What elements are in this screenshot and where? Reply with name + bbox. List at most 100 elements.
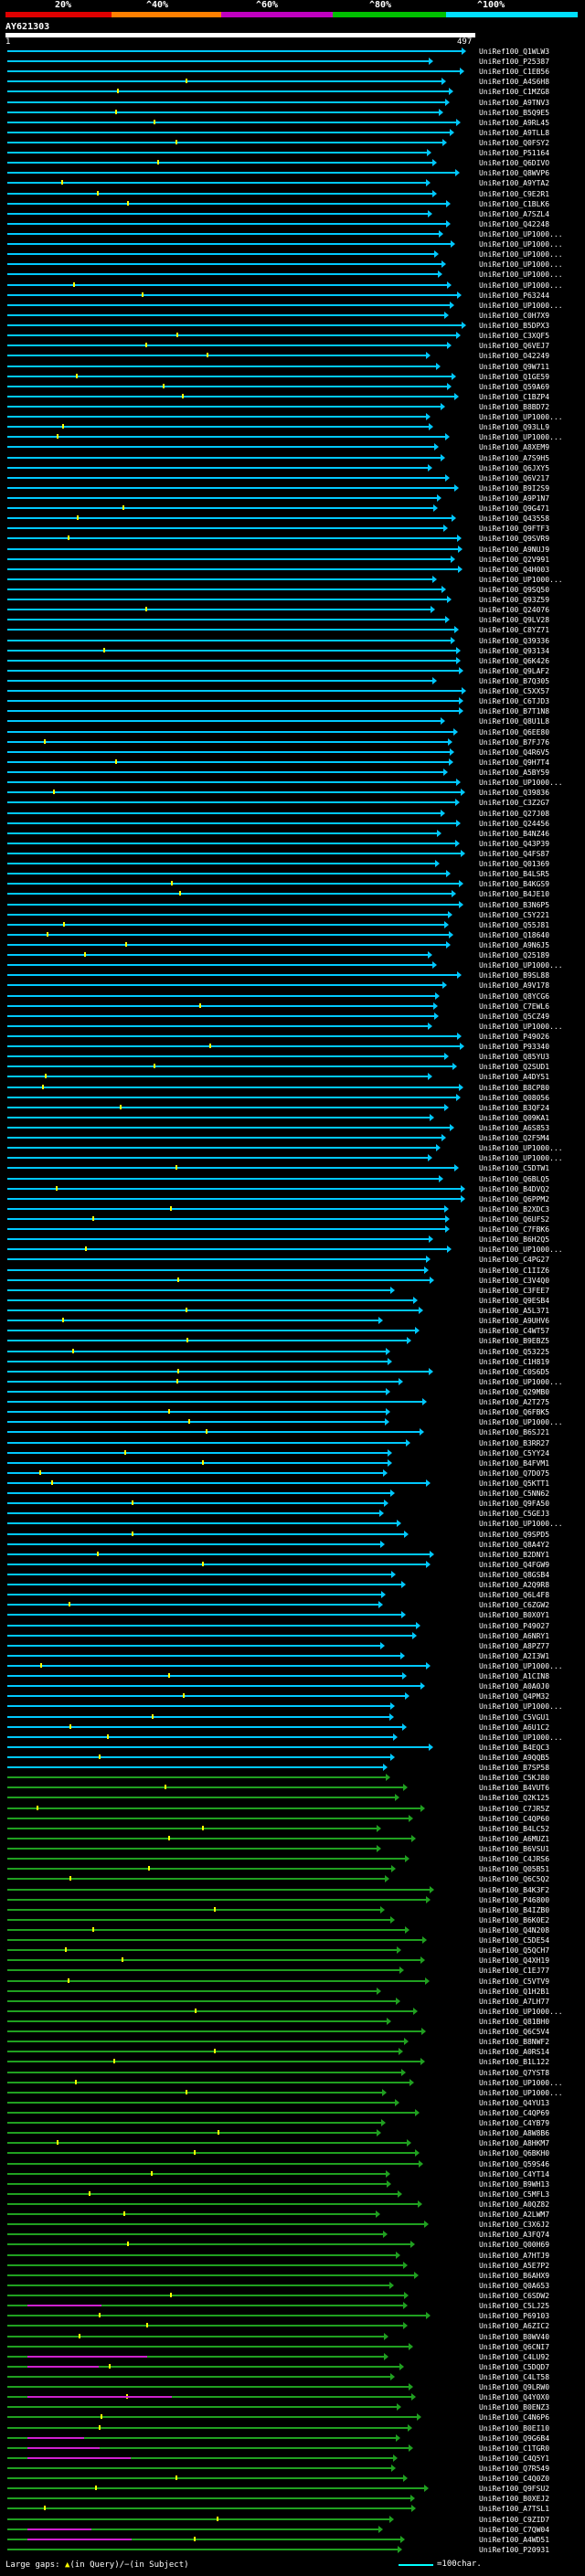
hit-accession[interactable]: UniRef100_C4PG27: [479, 1256, 550, 1265]
hit-accession[interactable]: UniRef100_Q5KTT1: [479, 1479, 550, 1488]
hit-accession[interactable]: UniRef100_P69103: [479, 2312, 550, 2321]
hit-accession[interactable]: UniRef100_Q8WVP6: [479, 169, 550, 178]
hit-accession[interactable]: UniRef100_B4K3F2: [479, 1885, 550, 1894]
hit-accession[interactable]: UniRef100_B4EQC3: [479, 1743, 550, 1752]
hit-accession[interactable]: UniRef100_Q4FGW9: [479, 1560, 550, 1569]
hit-accession[interactable]: UniRef100_Q1WLW3: [479, 48, 550, 56]
hit-accession[interactable]: UniRef100_A7S9H5: [479, 453, 550, 462]
hit-accession[interactable]: UniRef100_C5DE54: [479, 1936, 550, 1945]
hit-accession[interactable]: UniRef100_B9WH13: [479, 2179, 550, 2189]
hit-accession[interactable]: UniRef100_A0QZ82: [479, 2200, 550, 2210]
hit-accession[interactable]: UniRef100_Q43P39: [479, 839, 550, 848]
hit-accession[interactable]: UniRef100_B5Q9E5: [479, 108, 550, 117]
hit-accession[interactable]: UniRef100_Q09KA1: [479, 1113, 550, 1122]
hit-accession[interactable]: UniRef100_Q24456: [479, 819, 550, 828]
hit-accession[interactable]: UniRef100_C5YY24: [479, 1448, 550, 1458]
hit-accession[interactable]: UniRef100_B4VUT6: [479, 1784, 550, 1793]
hit-accession[interactable]: UniRef100_Q9LRW0: [479, 2383, 550, 2392]
hit-accession[interactable]: UniRef100_Q6DIVO: [479, 159, 550, 168]
hit-accession[interactable]: UniRef100_C5LJ25: [479, 2302, 550, 2311]
hit-accession[interactable]: UniRef100_B4JE10: [479, 890, 550, 899]
hit-accession[interactable]: UniRef100_A6U1C2: [479, 1723, 550, 1732]
hit-accession[interactable]: UniRef100_Q4N208: [479, 1925, 550, 1935]
hit-accession[interactable]: UniRef100_B3RR27: [479, 1438, 550, 1447]
hit-accession[interactable]: UniRef100_C5GEJ3: [479, 1510, 550, 1519]
hit-accession[interactable]: UniRef100_UP1000...: [479, 1377, 563, 1386]
hit-accession[interactable]: UniRef100_C1TGR0: [479, 2443, 550, 2453]
hit-accession[interactable]: UniRef100_A7TSL1: [479, 2505, 550, 2514]
hit-accession[interactable]: UniRef100_Q8U1L8: [479, 717, 550, 726]
hit-accession[interactable]: UniRef100_A6MUZ1: [479, 1834, 550, 1843]
hit-accession[interactable]: UniRef100_B8BD72: [479, 402, 550, 411]
hit-accession[interactable]: UniRef100_Q43558: [479, 514, 550, 524]
hit-accession[interactable]: UniRef100_A9UHV6: [479, 1317, 550, 1326]
hit-accession[interactable]: UniRef100_Q9FSU2: [479, 2485, 550, 2494]
hit-accession[interactable]: UniRef100_Q5QCH7: [479, 1946, 550, 1956]
hit-accession[interactable]: UniRef100_UP1000...: [479, 2007, 563, 2016]
hit-accession[interactable]: UniRef100_C0S6D5: [479, 1367, 550, 1376]
hit-accession[interactable]: UniRef100_A7HTJ9: [479, 2251, 550, 2260]
hit-accession[interactable]: UniRef100_A9YTA2: [479, 179, 550, 188]
hit-accession[interactable]: UniRef100_Q9ESB4: [479, 1296, 550, 1305]
hit-accession[interactable]: UniRef100_Q59S46: [479, 2159, 550, 2168]
hit-accession[interactable]: UniRef100_Q42248: [479, 219, 550, 228]
hit-accession[interactable]: UniRef100_A5BY59: [479, 769, 550, 778]
hit-accession[interactable]: UniRef100_C0H7X9: [479, 311, 550, 320]
hit-accession[interactable]: UniRef100_C1BLK6: [479, 199, 550, 208]
hit-accession[interactable]: UniRef100_P25387: [479, 58, 550, 67]
hit-accession[interactable]: UniRef100_UP1000...: [479, 250, 563, 260]
hit-accession[interactable]: UniRef100_C5DQD7: [479, 2362, 550, 2371]
hit-accession[interactable]: UniRef100_UP1000...: [479, 270, 563, 280]
hit-accession[interactable]: UniRef100_Q85YU3: [479, 1053, 550, 1062]
hit-accession[interactable]: UniRef100_B2XDC3: [479, 1204, 550, 1214]
hit-accession[interactable]: UniRef100_Q6C5V4: [479, 2028, 550, 2037]
hit-accession[interactable]: UniRef100_Q4PM32: [479, 1692, 550, 1701]
hit-accession[interactable]: UniRef100_Q55J81: [479, 920, 550, 929]
hit-accession[interactable]: UniRef100_B4LSR5: [479, 870, 550, 879]
hit-accession[interactable]: UniRef100_B6AHX9: [479, 2271, 550, 2280]
hit-accession[interactable]: UniRef100_A7SZL4: [479, 209, 550, 218]
hit-accession[interactable]: UniRef100_Q4XH19: [479, 1956, 550, 1966]
hit-accession[interactable]: UniRef100_P93340: [479, 1043, 550, 1052]
hit-accession[interactable]: UniRef100_Q9G6B4: [479, 2433, 550, 2443]
hit-accession[interactable]: UniRef100_UP1000...: [479, 779, 563, 788]
hit-accession[interactable]: UniRef100_B8NWF2: [479, 2038, 550, 2047]
hit-accession[interactable]: UniRef100_Q27J08: [479, 809, 550, 818]
hit-accession[interactable]: UniRef100_Q6FBK5: [479, 1408, 550, 1417]
hit-accession[interactable]: UniRef100_A4S6H8: [479, 78, 550, 87]
hit-accession[interactable]: UniRef100_Q08056: [479, 1093, 550, 1102]
hit-accession[interactable]: UniRef100_Q00H69: [479, 2241, 550, 2250]
hit-accession[interactable]: UniRef100_C5DTW1: [479, 1164, 550, 1173]
hit-accession[interactable]: UniRef100_B6VSU1: [479, 1845, 550, 1854]
hit-accession[interactable]: UniRef100_A2LWM7: [479, 2210, 550, 2220]
hit-accession[interactable]: UniRef100_B0XEJ2: [479, 2495, 550, 2504]
hit-accession[interactable]: UniRef100_UP1000...: [479, 1144, 563, 1153]
hit-accession[interactable]: UniRef100_A6NRY1: [479, 1631, 550, 1640]
hit-accession[interactable]: UniRef100_C1BZP4: [479, 392, 550, 401]
hit-accession[interactable]: UniRef100_B3QF24: [479, 1103, 550, 1112]
hit-accession[interactable]: UniRef100_P20931: [479, 2545, 550, 2554]
hit-accession[interactable]: UniRef100_B8CP80: [479, 1083, 550, 1092]
hit-accession[interactable]: UniRef100_C3V4Q0: [479, 1276, 550, 1285]
hit-accession[interactable]: UniRef100_B2DNY1: [479, 1550, 550, 1559]
hit-accession[interactable]: UniRef100_Q5CZ49: [479, 1012, 550, 1021]
hit-accession[interactable]: UniRef100_C4Q5Y1: [479, 2454, 550, 2463]
hit-accession[interactable]: UniRef100_C3FEE7: [479, 1286, 550, 1295]
hit-accession[interactable]: UniRef100_Q4H003: [479, 565, 550, 574]
hit-accession[interactable]: UniRef100_Q4R6V5: [479, 747, 550, 757]
hit-accession[interactable]: UniRef100_Q2V991: [479, 555, 550, 564]
hit-accession[interactable]: UniRef100_A6S853: [479, 1124, 550, 1133]
hit-accession[interactable]: UniRef100_B6H2Q5: [479, 1235, 550, 1245]
hit-accession[interactable]: UniRef100_C3X6J2: [479, 2221, 550, 2230]
hit-accession[interactable]: UniRef100_Q6V217: [479, 473, 550, 482]
hit-accession[interactable]: UniRef100_C4YT14: [479, 2169, 550, 2178]
hit-accession[interactable]: UniRef100_UP1000...: [479, 2078, 563, 2087]
hit-accession[interactable]: UniRef100_C5MFL3: [479, 2189, 550, 2199]
hit-accession[interactable]: UniRef100_C9ZID7: [479, 2515, 550, 2524]
hit-accession[interactable]: UniRef100_A9QQB5: [479, 1754, 550, 1763]
hit-accession[interactable]: UniRef100_Q2F5M4: [479, 1134, 550, 1143]
hit-accession[interactable]: UniRef100_Q7R549: [479, 2464, 550, 2473]
hit-accession[interactable]: UniRef100_Q9G471: [479, 504, 550, 514]
hit-accession[interactable]: UniRef100_A9V178: [479, 981, 550, 991]
hit-accession[interactable]: UniRef100_Q6L4F8: [479, 1591, 550, 1600]
